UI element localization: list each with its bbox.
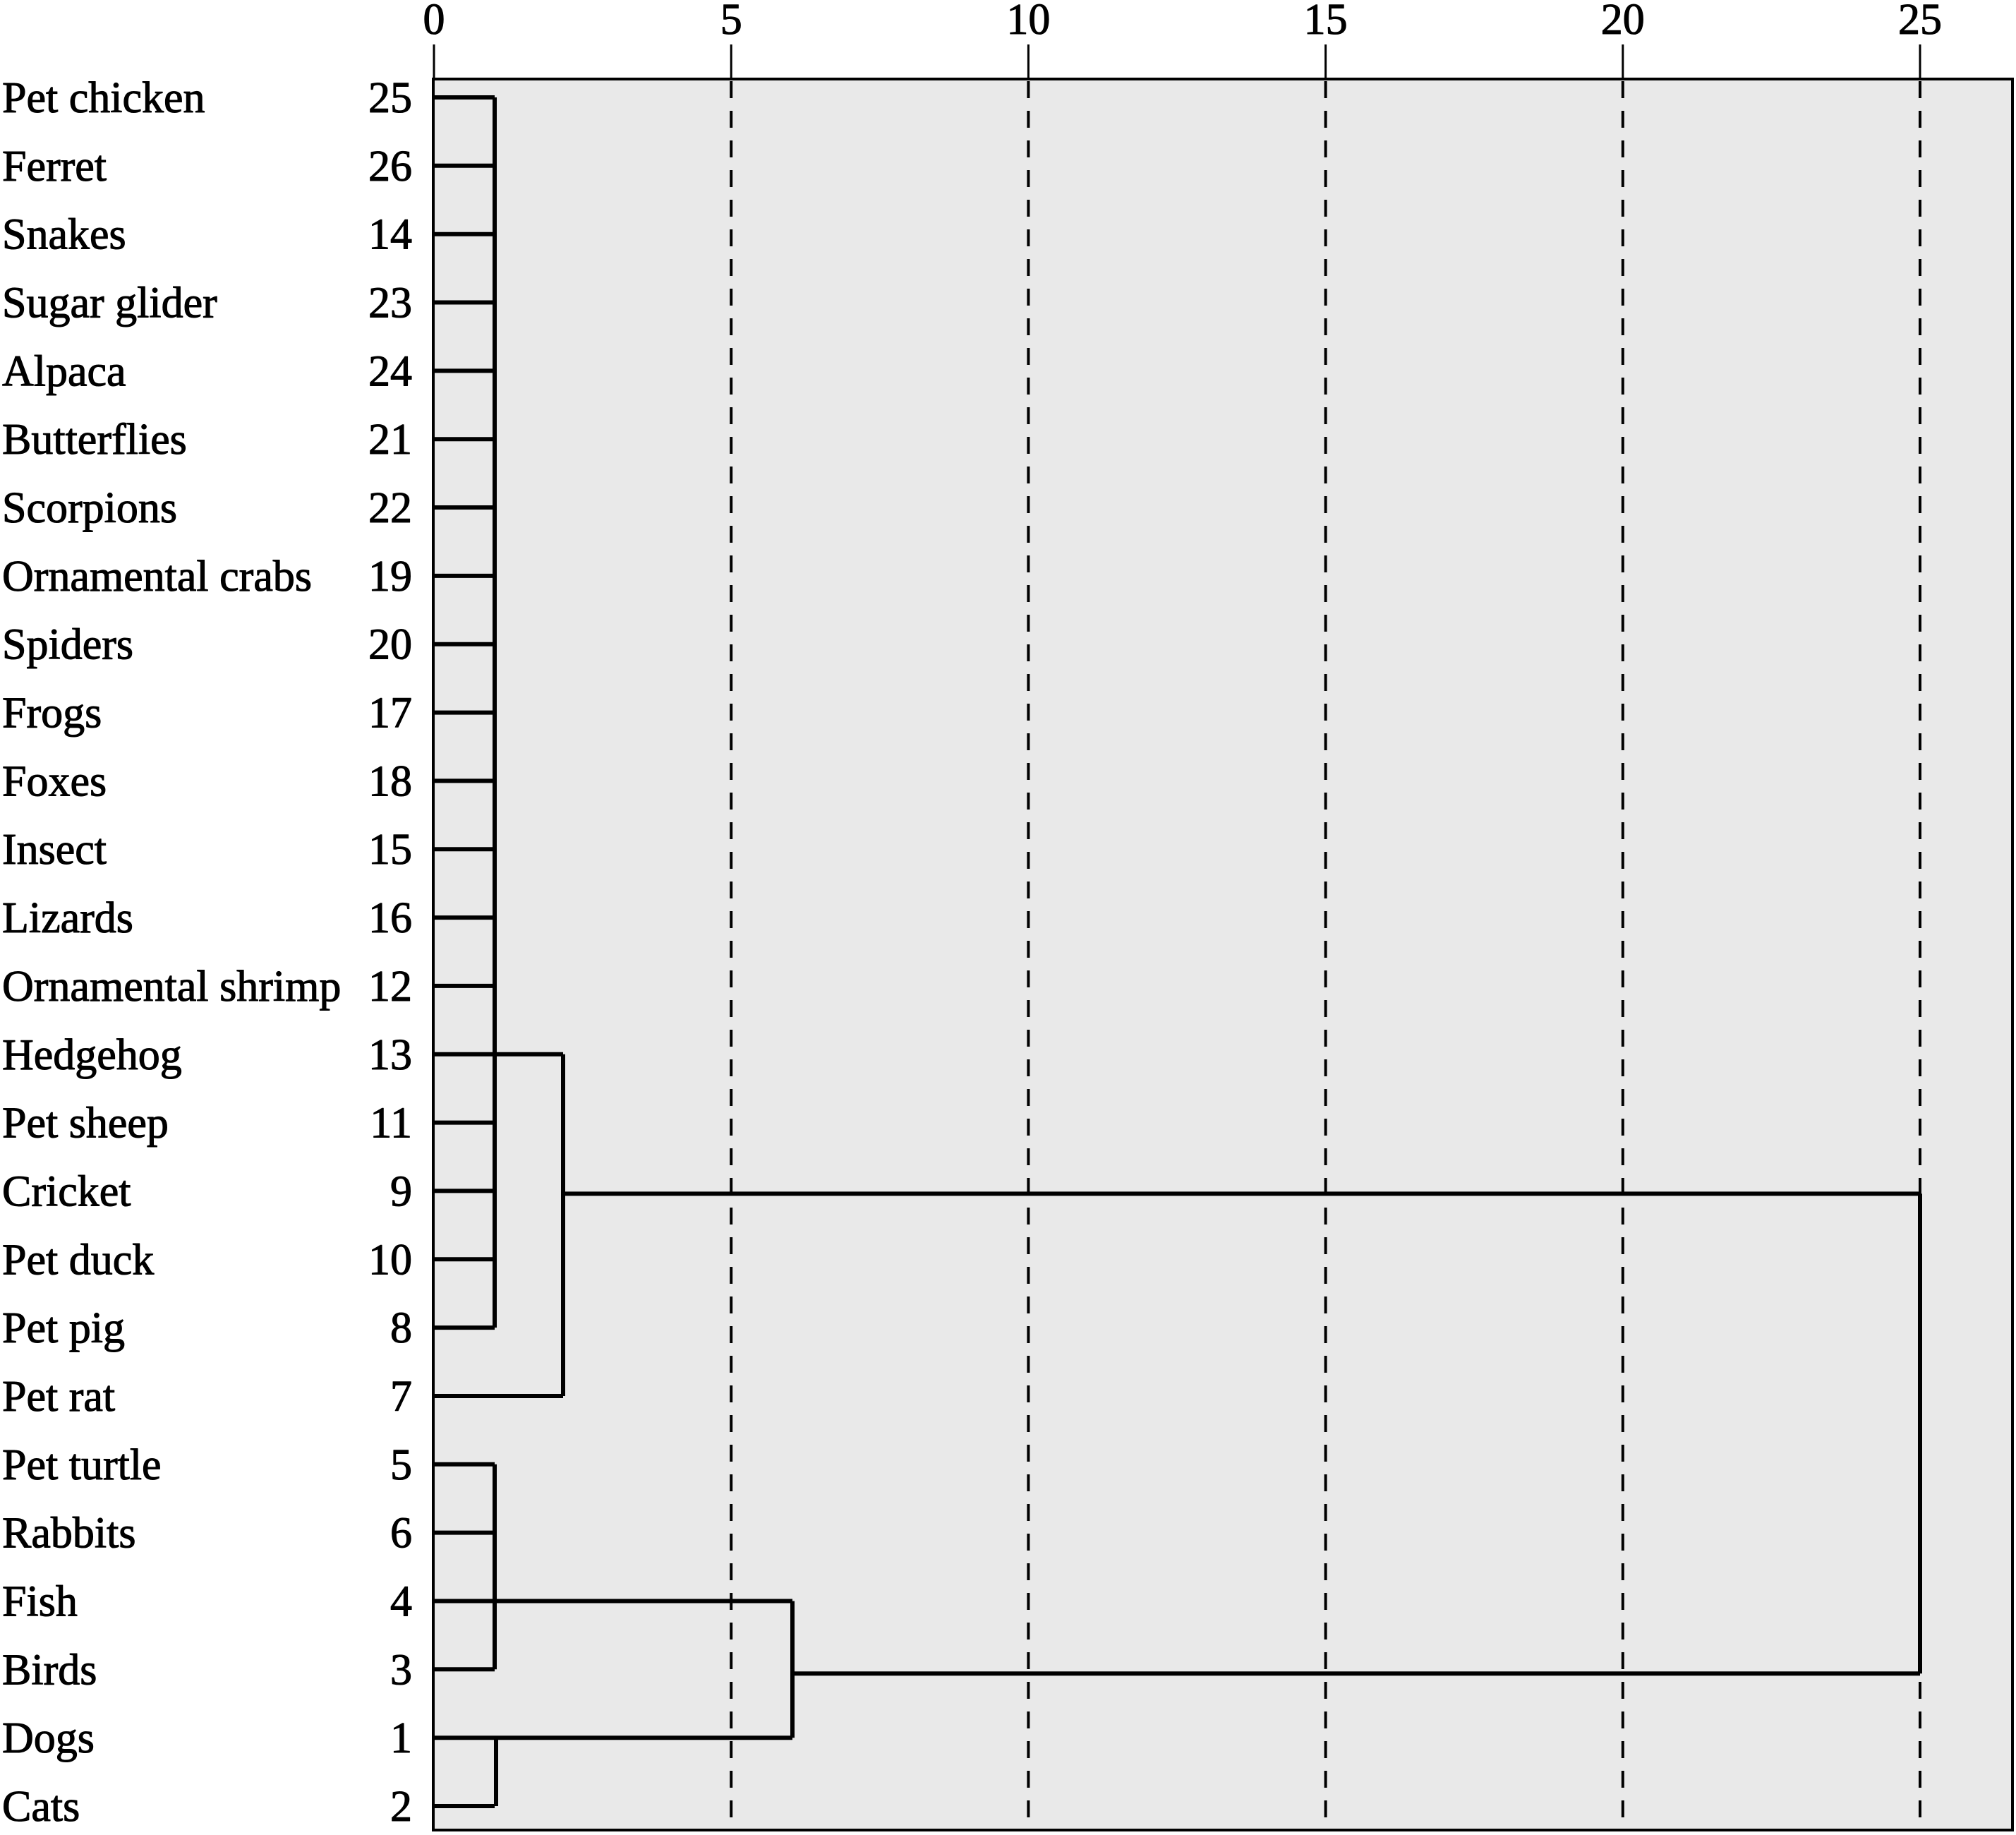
svg-text:Cats: Cats: [2, 1783, 80, 1831]
svg-text:25: 25: [1898, 0, 1942, 44]
svg-text:Frogs: Frogs: [2, 690, 102, 738]
svg-text:Insect: Insect: [2, 826, 107, 874]
svg-text:22: 22: [368, 484, 412, 532]
svg-text:9: 9: [390, 1167, 412, 1215]
svg-text:Hedgehog: Hedgehog: [2, 1031, 182, 1079]
svg-text:Spiders: Spiders: [2, 621, 133, 669]
svg-text:Butterflies: Butterflies: [2, 416, 187, 464]
svg-text:11: 11: [370, 1100, 412, 1148]
svg-text:Scorpions: Scorpions: [2, 484, 177, 532]
svg-text:19: 19: [368, 553, 412, 601]
svg-text:Pet pig: Pet pig: [2, 1304, 125, 1352]
svg-text:20: 20: [1601, 0, 1645, 44]
svg-text:Ferret: Ferret: [2, 143, 107, 191]
svg-text:6: 6: [390, 1510, 412, 1558]
svg-text:Foxes: Foxes: [2, 757, 107, 805]
svg-text:13: 13: [368, 1031, 412, 1079]
svg-text:17: 17: [368, 690, 412, 738]
svg-text:5: 5: [390, 1441, 412, 1489]
svg-text:12: 12: [368, 963, 412, 1011]
svg-text:24: 24: [368, 347, 412, 395]
svg-text:Sugar glider: Sugar glider: [2, 279, 217, 327]
svg-text:15: 15: [368, 826, 412, 874]
svg-text:Pet sheep: Pet sheep: [2, 1100, 169, 1148]
svg-text:Pet chicken: Pet chicken: [2, 74, 205, 122]
svg-text:Rabbits: Rabbits: [2, 1510, 135, 1558]
svg-text:4: 4: [390, 1578, 412, 1626]
svg-text:Pet turtle: Pet turtle: [2, 1441, 162, 1489]
svg-text:Ornamental shrimp: Ornamental shrimp: [2, 963, 341, 1011]
svg-text:Pet duck: Pet duck: [2, 1236, 154, 1284]
svg-text:5: 5: [720, 0, 742, 44]
svg-text:Dogs: Dogs: [2, 1714, 95, 1762]
svg-text:Snakes: Snakes: [2, 211, 126, 259]
svg-text:Alpaca: Alpaca: [2, 347, 126, 395]
svg-text:15: 15: [1304, 0, 1348, 44]
svg-text:26: 26: [368, 143, 412, 191]
svg-text:1: 1: [390, 1714, 412, 1762]
svg-text:3: 3: [390, 1646, 412, 1694]
svg-text:20: 20: [368, 621, 412, 669]
svg-text:18: 18: [368, 757, 412, 805]
svg-text:2: 2: [390, 1783, 412, 1831]
svg-text:Birds: Birds: [2, 1646, 97, 1694]
svg-text:14: 14: [368, 211, 412, 259]
svg-text:10: 10: [1006, 0, 1050, 44]
svg-text:25: 25: [368, 74, 412, 122]
svg-text:23: 23: [368, 279, 412, 327]
svg-text:Pet rat: Pet rat: [2, 1373, 115, 1421]
svg-text:Fish: Fish: [2, 1578, 78, 1626]
svg-text:10: 10: [368, 1236, 412, 1284]
svg-text:Cricket: Cricket: [2, 1167, 131, 1215]
svg-text:8: 8: [390, 1304, 412, 1352]
svg-text:Ornamental crabs: Ornamental crabs: [2, 553, 312, 601]
svg-text:16: 16: [368, 894, 412, 942]
svg-text:7: 7: [390, 1373, 412, 1421]
svg-text:Lizards: Lizards: [2, 894, 133, 942]
svg-text:0: 0: [423, 0, 445, 44]
svg-text:21: 21: [368, 416, 412, 464]
